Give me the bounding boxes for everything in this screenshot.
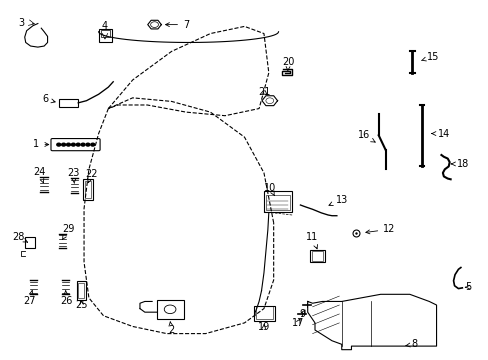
Bar bbox=[254, 306, 274, 321]
Text: 11: 11 bbox=[306, 232, 318, 249]
Circle shape bbox=[81, 143, 85, 146]
Text: 4: 4 bbox=[102, 21, 108, 31]
Text: 23: 23 bbox=[67, 168, 80, 183]
Bar bbox=[255, 306, 273, 319]
Circle shape bbox=[76, 143, 80, 146]
Bar bbox=[83, 179, 93, 200]
Text: 17: 17 bbox=[291, 318, 304, 328]
Text: 20: 20 bbox=[282, 57, 294, 71]
Bar bbox=[25, 237, 35, 248]
Circle shape bbox=[66, 143, 70, 146]
Bar bbox=[99, 29, 112, 42]
Circle shape bbox=[61, 143, 65, 146]
Text: 24: 24 bbox=[33, 167, 45, 183]
Text: 8: 8 bbox=[405, 339, 417, 349]
Bar bbox=[309, 249, 324, 262]
Text: 13: 13 bbox=[328, 195, 347, 206]
Text: 14: 14 bbox=[431, 129, 449, 139]
Text: 7: 7 bbox=[165, 19, 189, 30]
Text: 1: 1 bbox=[33, 139, 49, 149]
Text: 25: 25 bbox=[75, 300, 88, 310]
Circle shape bbox=[57, 143, 61, 146]
Text: 3: 3 bbox=[19, 18, 25, 28]
Text: 5: 5 bbox=[464, 282, 470, 292]
Text: 29: 29 bbox=[62, 224, 75, 239]
Text: 21: 21 bbox=[257, 87, 269, 97]
Bar bbox=[264, 192, 291, 212]
Circle shape bbox=[86, 143, 90, 146]
Text: 27: 27 bbox=[23, 291, 36, 306]
Bar bbox=[311, 251, 323, 261]
Bar bbox=[157, 300, 183, 319]
Bar bbox=[84, 181, 91, 198]
Bar bbox=[59, 99, 78, 107]
Text: 19: 19 bbox=[257, 322, 269, 332]
Text: 16: 16 bbox=[357, 130, 374, 142]
Text: 10: 10 bbox=[264, 183, 276, 196]
Text: 18: 18 bbox=[450, 159, 468, 169]
Bar bbox=[266, 195, 289, 210]
Bar bbox=[78, 283, 84, 298]
Text: 2: 2 bbox=[168, 322, 174, 335]
Text: 9: 9 bbox=[299, 309, 305, 319]
Circle shape bbox=[71, 143, 75, 146]
Circle shape bbox=[91, 143, 95, 146]
Text: 22: 22 bbox=[85, 168, 98, 183]
Text: 26: 26 bbox=[60, 290, 72, 306]
Bar bbox=[77, 281, 85, 300]
Text: 6: 6 bbox=[42, 94, 55, 104]
Bar bbox=[101, 30, 110, 37]
Text: 15: 15 bbox=[421, 52, 438, 62]
Text: 12: 12 bbox=[365, 224, 395, 234]
Text: 28: 28 bbox=[12, 232, 27, 242]
